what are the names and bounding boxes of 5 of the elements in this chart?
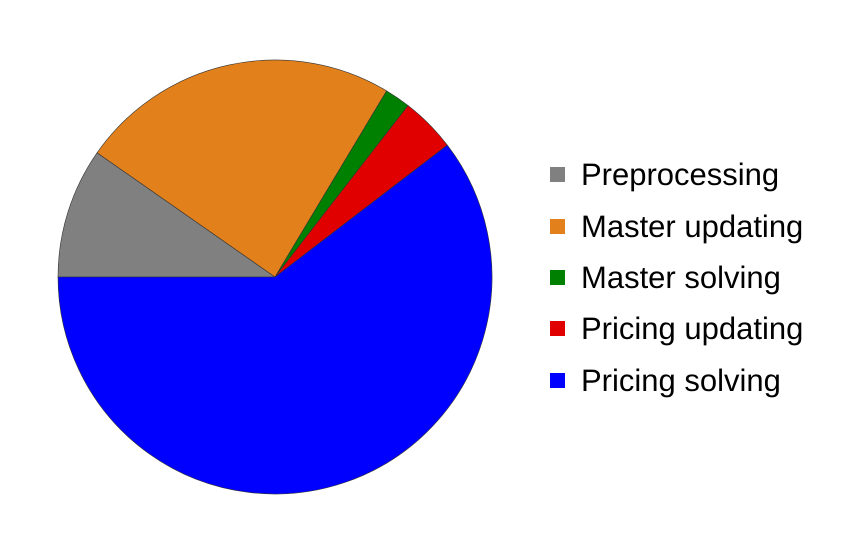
legend-label: Master solving [581, 260, 781, 295]
legend-label: Pricing solving [581, 362, 781, 398]
legend-label: Preprocessing [581, 157, 780, 192]
legend-label: Pricing updating [581, 311, 804, 346]
legend-label: Master updating [581, 208, 804, 244]
